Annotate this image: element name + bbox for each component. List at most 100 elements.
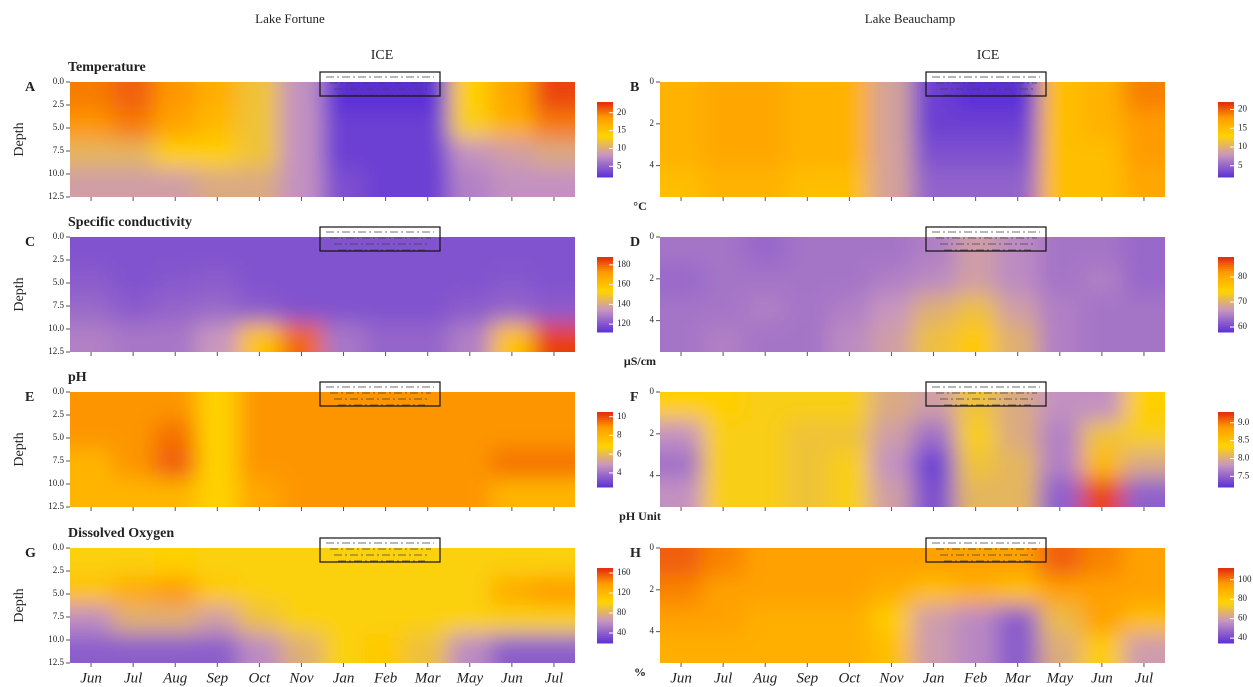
y-tick-label: 0 (650, 76, 655, 86)
heat-cell (154, 294, 198, 325)
colorbar-segment (597, 451, 613, 454)
unit-label: °C (633, 199, 646, 213)
heat-cell (786, 605, 830, 636)
x-tick-label: Jun (80, 670, 102, 686)
y-tick-label: 10.0 (48, 168, 64, 178)
heat-cell (532, 576, 575, 607)
heat-cell (322, 548, 366, 578)
heat-cell (322, 449, 366, 480)
colorbar-segment (1218, 285, 1234, 288)
heat-cell (828, 82, 872, 112)
heat-cell (154, 576, 198, 607)
colorbar-segment (597, 568, 613, 571)
colorbar-segment (597, 264, 613, 267)
heat-cell (532, 168, 575, 197)
heat-cell (954, 82, 998, 112)
heat-cell (238, 168, 282, 197)
colorbar-segment (597, 294, 613, 297)
colorbar-segment (1218, 111, 1234, 114)
colorbar-tick-label: 20 (1238, 104, 1248, 114)
heat-cell (1080, 110, 1124, 141)
colorbar-segment (1218, 262, 1234, 265)
colorbar-segment (597, 128, 613, 131)
heat-cell (1122, 237, 1165, 267)
y-tick-label: 10.0 (48, 634, 64, 644)
heat-cell (996, 237, 1040, 267)
heat-cell (870, 168, 914, 197)
colorbar-segment (597, 641, 613, 644)
colorbar-segment (1218, 305, 1234, 309)
heat-cell (70, 634, 114, 663)
heat-cell (786, 82, 830, 112)
heat-cell (532, 392, 575, 422)
colorbar-segment (597, 148, 613, 152)
heatmap (660, 237, 1165, 352)
colorbar-segment (597, 288, 613, 292)
heat-cell (786, 634, 830, 663)
colorbar-segment (597, 635, 613, 638)
heat-cell (1038, 323, 1082, 352)
colorbar-segment (597, 455, 613, 458)
heat-cell (912, 576, 956, 607)
heat-cell (448, 420, 492, 451)
colorbar-segment (597, 485, 613, 488)
heat-cell (532, 478, 575, 507)
heat-cell (490, 449, 534, 480)
heat-cell (954, 478, 998, 507)
colorbar-segment (1218, 257, 1234, 260)
heat-cell (490, 478, 534, 507)
heat-cell (1080, 323, 1124, 352)
heat-cell (1122, 168, 1165, 197)
colorbar-segment (597, 311, 613, 314)
heat-cell (238, 548, 282, 578)
panel-letter: G (25, 546, 36, 561)
colorbar-segment (1218, 436, 1234, 439)
heat-cell (406, 392, 450, 422)
colorbar-segment (1218, 592, 1234, 595)
heat-cell (532, 265, 575, 296)
colorbar-segment (1218, 135, 1234, 139)
heat-cell (322, 392, 366, 422)
panel-letter: F (630, 390, 639, 405)
y-tick-label: 0 (650, 542, 655, 552)
heat-cell (448, 605, 492, 636)
heat-cell (70, 392, 114, 422)
colorbar-segment (1218, 102, 1234, 105)
colorbar-segment (1218, 115, 1234, 118)
heat-cell (322, 634, 366, 663)
x-tick-label: Mar (414, 670, 441, 686)
heat-cell (744, 634, 788, 663)
heat-cell (490, 139, 534, 170)
heat-cell (660, 139, 704, 170)
heat-cell (364, 168, 408, 197)
colorbar-segment (1218, 266, 1234, 269)
colorbar-segment (1218, 137, 1234, 140)
heat-cell (448, 576, 492, 607)
colorbar-segment (597, 262, 613, 265)
colorbar-segment (597, 449, 613, 452)
heat-cell (1038, 110, 1082, 141)
colorbar-segment (597, 425, 613, 428)
heat-cell (364, 294, 408, 325)
colorbar-segment (1218, 117, 1234, 120)
heat-cell (322, 82, 366, 112)
colorbar-tick-label: 10 (617, 411, 627, 421)
heat-cell (238, 82, 282, 112)
colorbar-segment (597, 258, 613, 262)
heat-cell (490, 237, 534, 267)
colorbar-segment (1218, 150, 1234, 154)
heat-cell (280, 139, 324, 170)
heat-cell (828, 110, 872, 141)
colorbar-segment (597, 257, 613, 260)
colorbar-segment (1218, 607, 1234, 610)
x-tick-label: Feb (963, 670, 988, 686)
heat-cell (954, 392, 998, 422)
heat-cell (196, 605, 240, 636)
colorbar-segment (597, 629, 613, 633)
heat-cell (448, 237, 492, 267)
colorbar-segment (597, 309, 613, 312)
panel-title: Temperature (68, 60, 146, 75)
heat-cell (744, 139, 788, 170)
heat-cell (196, 548, 240, 578)
colorbar-segment (597, 573, 613, 576)
